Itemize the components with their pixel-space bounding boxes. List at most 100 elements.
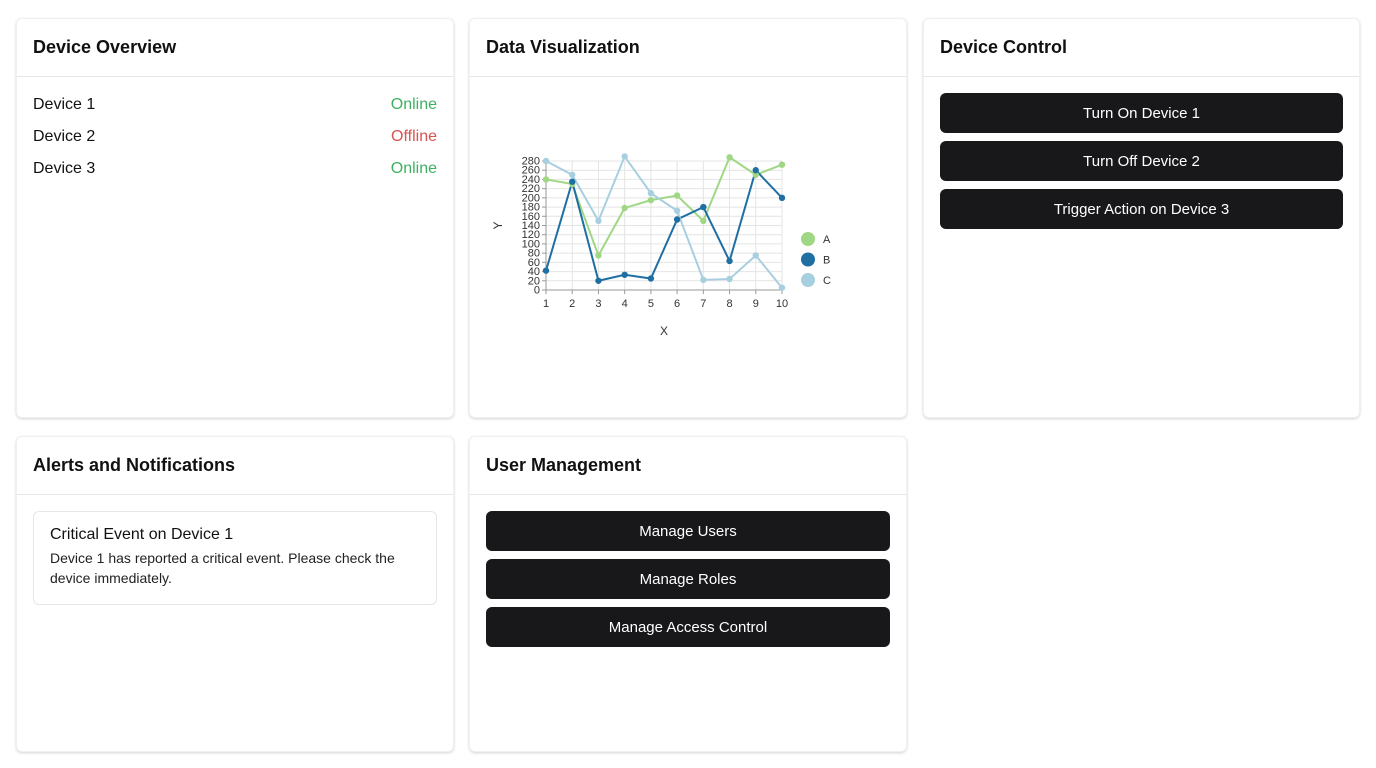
- x-axis-label: X: [660, 324, 668, 338]
- x-tick-label: 2: [569, 298, 575, 310]
- data-point-c: [778, 284, 786, 291]
- data-point-c: [647, 190, 655, 197]
- card-title: Data Visualization: [486, 37, 640, 57]
- y-tick-label: 260: [522, 165, 540, 177]
- alerts-card: Alerts and Notifications Critical Event …: [16, 436, 454, 752]
- card-header: Device Control: [924, 19, 1359, 77]
- legend-label-a: A: [823, 234, 831, 246]
- manage-users-button[interactable]: Manage Users: [486, 511, 890, 551]
- legend-label-b: B: [823, 255, 830, 267]
- device-overview-card: Device Overview Device 1 Online Device 2…: [16, 18, 454, 418]
- manage-roles-button[interactable]: Manage Roles: [486, 559, 890, 599]
- card-title: Alerts and Notifications: [33, 455, 236, 475]
- status-badge: Online: [390, 96, 437, 113]
- legend-label-c: C: [823, 275, 831, 287]
- data-visualization-card: Data Visualization 0 20 40 60 80 100 120 140 160…: [469, 18, 907, 418]
- card-title: Device Overview: [33, 37, 177, 57]
- y-tick-label: 20: [528, 275, 540, 287]
- data-point-a: [726, 154, 733, 161]
- card-title: User Management: [486, 455, 642, 475]
- status-badge: Online: [390, 160, 437, 177]
- data-point-c: [673, 207, 681, 214]
- data-point-b: [542, 267, 550, 274]
- device-row: Device 3 Online: [33, 153, 437, 185]
- device-row: Device 1 Online: [33, 89, 437, 121]
- y-tick-label: 60: [528, 257, 540, 269]
- series-line-a: [545, 155, 783, 258]
- y-axis-label: Y: [491, 221, 505, 229]
- alert-item: Critical Event on Device 1 Device 1 has …: [33, 511, 437, 605]
- data-point-b: [700, 203, 707, 211]
- chart-area: 0 20 40 60 80 100 120 140 160 180 200 220 240 260 280 1…: [470, 77, 906, 417]
- data-point-c: [700, 276, 707, 284]
- data-point-b: [752, 167, 759, 174]
- series-line-c: [545, 154, 783, 289]
- device-name: Device 1: [33, 96, 96, 113]
- device-name: Device 2: [33, 128, 96, 145]
- data-point-a: [778, 161, 786, 168]
- y-tick-label: 0: [534, 285, 540, 297]
- user-management-buttons: Manage Users Manage Roles Manage Access …: [470, 495, 906, 671]
- turn-on-device-1-button[interactable]: Turn On Device 1: [940, 93, 1343, 133]
- x-tick-label: 7: [700, 298, 706, 310]
- y-tick-label: 180: [522, 202, 540, 214]
- y-tick-label: 140: [522, 220, 540, 232]
- trigger-action-device-3-button[interactable]: Trigger Action on Device 3: [940, 189, 1343, 229]
- data-point-c: [542, 157, 550, 165]
- data-point-a: [647, 196, 655, 204]
- card-header: Device Overview: [17, 19, 453, 77]
- data-point-b: [595, 277, 602, 284]
- alert-title: Critical Event on Device 1: [50, 526, 234, 543]
- data-point-b: [726, 257, 733, 265]
- card-header: User Management: [470, 437, 906, 495]
- x-tick-label: 10: [776, 298, 788, 310]
- data-point-c: [726, 275, 733, 283]
- data-point-b: [569, 178, 576, 185]
- data-point-a: [621, 204, 628, 212]
- data-point-a: [673, 192, 681, 199]
- y-tick-label: 80: [528, 248, 540, 260]
- x-tick-label: 1: [543, 298, 549, 310]
- data-point-a: [752, 171, 759, 179]
- data-point-a: [542, 176, 550, 183]
- device-list: Device 1 Online Device 2 Offline Device …: [17, 77, 453, 201]
- x-tick-label: 6: [674, 298, 680, 310]
- x-tick-label: 9: [753, 298, 759, 310]
- y-tick-label: 120: [522, 229, 540, 241]
- card-title: Device Control: [940, 37, 1068, 57]
- data-point-b: [778, 194, 786, 202]
- card-header: Alerts and Notifications: [17, 437, 453, 495]
- data-point-c: [595, 217, 602, 225]
- y-tick-label: 220: [522, 183, 540, 195]
- y-tick-label: 160: [522, 211, 540, 223]
- data-point-c: [621, 153, 628, 160]
- user-management-card: User Management Manage Users Manage Role…: [469, 436, 907, 752]
- legend-swatch-a: [801, 232, 815, 246]
- y-tick-label: 280: [522, 156, 540, 168]
- turn-off-device-2-button[interactable]: Turn Off Device 2: [940, 141, 1343, 181]
- y-tick-label: 200: [522, 192, 540, 204]
- data-point-c: [752, 252, 759, 259]
- manage-access-control-button[interactable]: Manage Access Control: [486, 607, 890, 647]
- x-tick-label: 3: [595, 298, 601, 310]
- y-tick-label: 240: [522, 174, 540, 186]
- status-badge: Offline: [391, 128, 437, 145]
- y-tick-label: 100: [522, 238, 540, 250]
- data-point-b: [673, 216, 681, 223]
- x-tick-label: 8: [726, 298, 732, 310]
- data-point-a: [595, 252, 602, 259]
- card-header: Data Visualization: [470, 19, 906, 77]
- device-control-card: Device Control Turn On Device 1 Turn Off…: [923, 18, 1360, 418]
- device-row: Device 2 Offline: [33, 121, 437, 153]
- alert-text: Device 1 has reported a critical event. …: [50, 550, 395, 586]
- alerts-list: Critical Event on Device 1 Device 1 has …: [17, 495, 453, 621]
- device-name: Device 3: [33, 160, 96, 177]
- y-tick-label: 40: [528, 266, 540, 278]
- legend-swatch-b: [801, 252, 815, 267]
- data-point-c: [569, 171, 576, 179]
- x-tick-label: 5: [648, 298, 654, 310]
- data-point-a: [700, 217, 707, 225]
- device-control-buttons: Turn On Device 1 Turn Off Device 2 Trigg…: [924, 77, 1359, 253]
